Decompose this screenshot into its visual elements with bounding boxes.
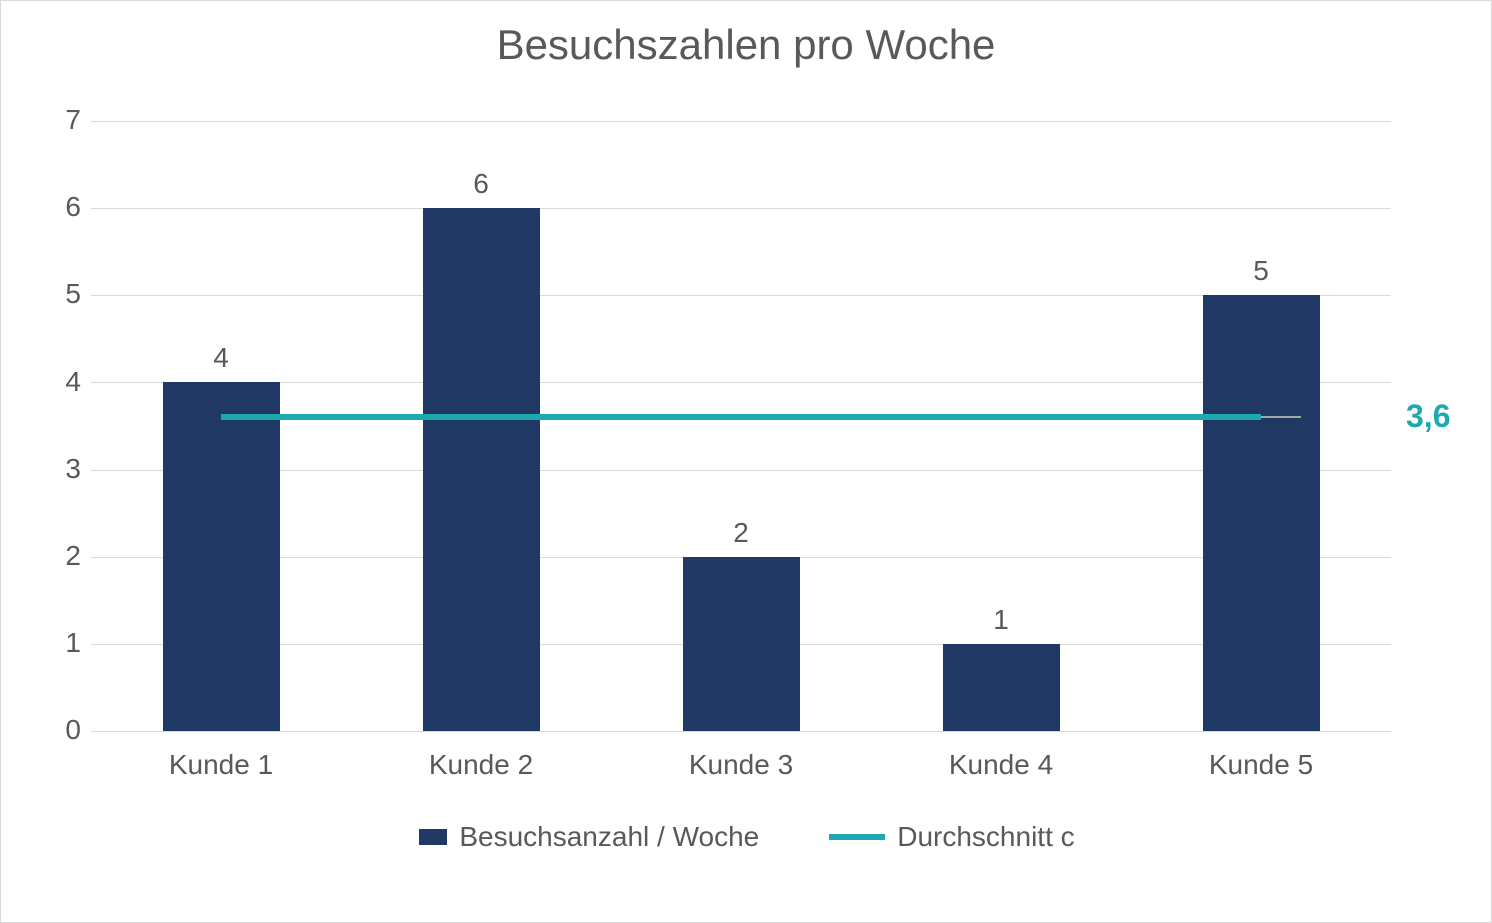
x-tick-label: Kunde 4	[871, 749, 1131, 781]
chart-title: Besuchszahlen pro Woche	[1, 21, 1491, 69]
bar-value-label: 5	[1131, 255, 1391, 287]
y-tick-label: 1	[21, 627, 81, 659]
bar	[943, 644, 1060, 731]
legend-item: Durchschnitt c	[829, 821, 1074, 853]
average-line-label: 3,6	[1406, 398, 1450, 435]
x-tick-label: Kunde 2	[351, 749, 611, 781]
gridline	[91, 208, 1391, 209]
bar-value-label: 2	[611, 517, 871, 549]
legend: Besuchsanzahl / Woche Durchschnitt c	[1, 821, 1492, 853]
x-tick-label: Kunde 5	[1131, 749, 1391, 781]
gridline	[91, 731, 1391, 732]
y-tick-label: 5	[21, 278, 81, 310]
x-tick-label: Kunde 1	[91, 749, 351, 781]
legend-item: Besuchsanzahl / Woche	[419, 821, 759, 853]
average-line-cap	[1261, 416, 1301, 418]
average-line	[221, 414, 1261, 420]
gridline	[91, 121, 1391, 122]
y-tick-label: 6	[21, 191, 81, 223]
y-tick-label: 2	[21, 540, 81, 572]
bar	[683, 557, 800, 731]
y-tick-label: 4	[21, 366, 81, 398]
bar	[1203, 295, 1320, 731]
legend-label: Durchschnitt c	[897, 821, 1074, 853]
plot-area: 012345674Kunde 16Kunde 22Kunde 31Kunde 4…	[91, 121, 1391, 731]
bar	[423, 208, 540, 731]
gridline	[91, 295, 1391, 296]
chart-frame: Besuchszahlen pro Woche 012345674Kunde 1…	[0, 0, 1492, 923]
y-tick-label: 3	[21, 453, 81, 485]
bar-value-label: 6	[351, 168, 611, 200]
y-tick-label: 7	[21, 104, 81, 136]
legend-swatch-line	[829, 834, 885, 840]
bar-value-label: 1	[871, 604, 1131, 636]
gridline	[91, 470, 1391, 471]
gridline	[91, 382, 1391, 383]
bar	[163, 382, 280, 731]
legend-label: Besuchsanzahl / Woche	[459, 821, 759, 853]
y-tick-label: 0	[21, 714, 81, 746]
x-tick-label: Kunde 3	[611, 749, 871, 781]
legend-swatch-bar	[419, 829, 447, 845]
bar-value-label: 4	[91, 342, 351, 374]
